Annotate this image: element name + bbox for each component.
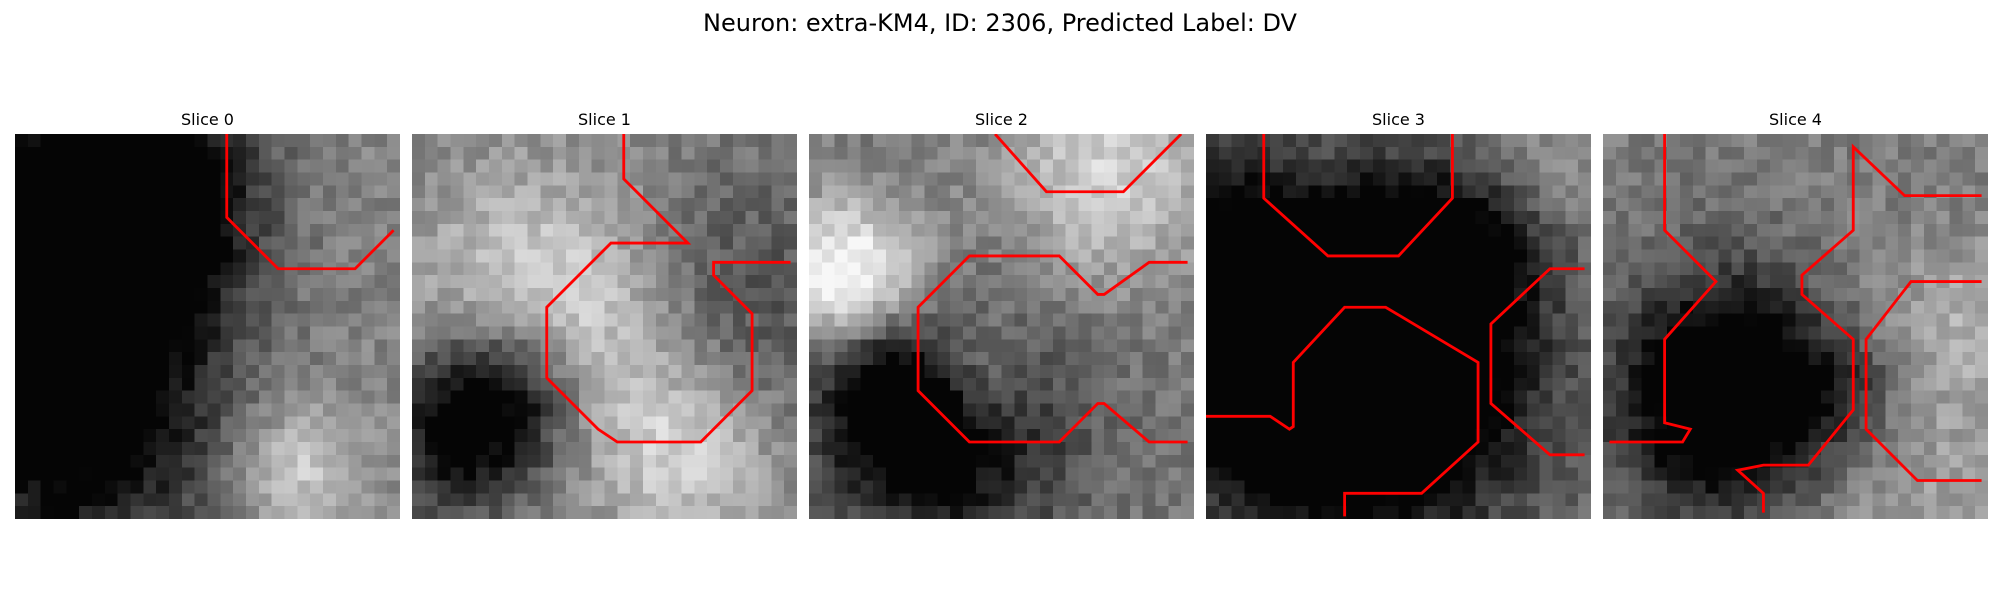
figure-title: Neuron: extra-KM4, ID: 2306, Predicted L… [703,9,1297,37]
contour-line [545,134,791,444]
slice-panel-0: Slice 0 [15,110,400,519]
slice-panel-3: Slice 3 [1206,110,1591,519]
slice-image-3 [1206,134,1591,519]
slice-title-4: Slice 4 [1769,110,1822,129]
contour-line [1206,305,1480,517]
slice-image-2 [809,134,1194,519]
slice-panel-4: Slice 4 [1603,110,1988,519]
slice-panel-1: Slice 1 [412,110,797,519]
slice-image-4 [1603,134,1988,519]
slice-title-0: Slice 0 [181,110,234,129]
contour-line [1864,280,1982,482]
slice-image-1 [412,134,797,519]
slice-image-0 [15,134,400,519]
slice-title-2: Slice 2 [975,110,1028,129]
contour-line [916,254,1188,444]
slice-title-3: Slice 3 [1372,110,1425,129]
slice-panel-2: Slice 2 [809,110,1194,519]
contour-line [994,134,1183,194]
contour-line [1609,134,1718,444]
contour-line [225,134,395,271]
contour-line [1734,143,1982,513]
contour-line [1262,134,1454,258]
slice-title-1: Slice 1 [578,110,631,129]
contour-line [1489,267,1585,457]
